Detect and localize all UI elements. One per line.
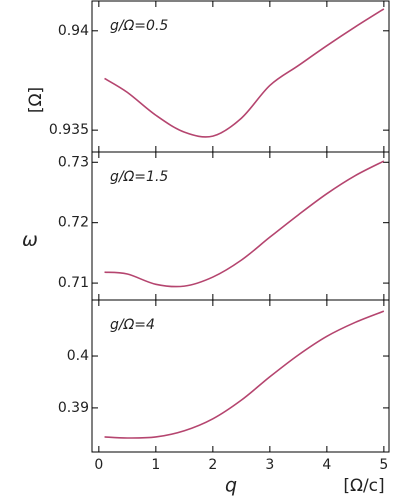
y-tick-label: 0.935 xyxy=(49,122,89,138)
y-tick-label: 0.39 xyxy=(58,400,89,416)
x-tick-label: 2 xyxy=(208,457,217,473)
x-tick-label: 4 xyxy=(322,457,331,473)
x-tick-label: 5 xyxy=(379,457,388,473)
curve xyxy=(104,8,385,138)
y-axis-label: ω xyxy=(22,229,38,251)
x-axis-label: q xyxy=(225,475,237,497)
y-tick-label: 0.71 xyxy=(58,275,89,291)
x-tick-label: 1 xyxy=(151,457,160,473)
panel-frame xyxy=(91,299,390,453)
annotation: g/Ω=1.5 xyxy=(110,169,168,185)
x-tick-label: 0 xyxy=(94,457,103,473)
y-tick-label: 0.72 xyxy=(58,215,89,231)
x-axis-unit: [Ω/c] xyxy=(343,476,384,496)
y-tick-label: 0.73 xyxy=(58,154,89,170)
y-tick-label: 0.4 xyxy=(67,348,89,364)
y-axis-unit: [Ω] xyxy=(26,87,46,113)
curve xyxy=(104,310,385,439)
x-tick-label: 3 xyxy=(265,457,274,473)
annotation: g/Ω=0.5 xyxy=(110,18,168,34)
annotation: g/Ω=4 xyxy=(110,317,155,333)
y-tick-label: 0.94 xyxy=(58,23,89,39)
curve xyxy=(104,160,385,288)
